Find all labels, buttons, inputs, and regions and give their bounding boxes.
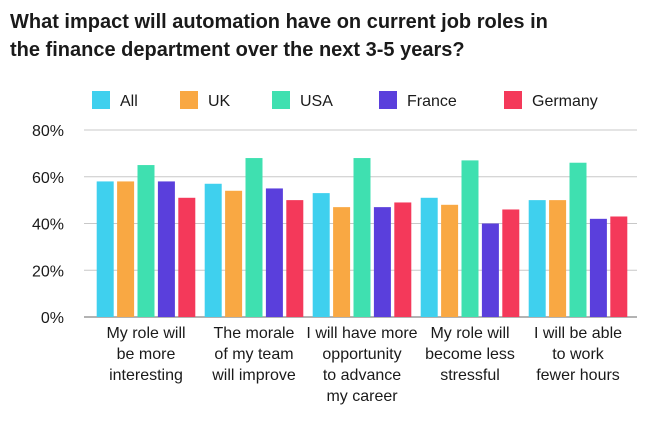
x-category-label: I will be able to work fewer hours [534,325,622,384]
x-category-label-line: of my team [214,346,293,363]
bar-all [420,197,438,317]
x-category-label-line: to work [552,346,605,363]
legend-item-all: All [92,91,138,110]
x-category-label-line: I will have more [306,325,417,342]
bar-germany [610,216,628,317]
legend-label: France [407,93,457,110]
legend-label: USA [300,93,333,110]
legend-swatch [180,91,198,109]
bar-uk [225,190,243,317]
legend-item-uk: UK [180,91,231,110]
bar-uk [117,181,135,317]
bar-france [373,207,391,317]
x-category-label-line: stressful [440,367,500,384]
legend-item-germany: Germany [504,91,598,110]
legend-label: All [120,93,138,110]
legend: All UK USA France Germany [92,91,598,110]
chart-title: What impact will automation have on curr… [10,11,548,61]
chart-title-line-1: What impact will automation have on curr… [10,11,548,33]
x-category-label-line: interesting [109,367,183,384]
bars [96,158,628,317]
legend-swatch [92,91,110,109]
legend-label: UK [208,93,231,110]
x-category-label: I will have more opportunity to advance my … [306,325,417,405]
bar-germany [178,197,196,317]
bar-germany [286,200,304,317]
bar-all [312,193,330,317]
x-category-label-line: my career [326,388,398,405]
bar-germany [502,209,520,317]
legend-label: Germany [532,93,598,110]
bar-france [481,223,499,317]
bar-france [157,181,175,317]
y-tick-label: 80% [32,123,64,140]
bar-germany [394,202,412,317]
y-tick-label: 60% [32,170,64,187]
bar-usa [569,162,587,317]
y-tick-label: 0% [41,310,64,327]
x-category-label-line: I will be able [534,325,622,342]
bar-usa [245,158,263,317]
x-category-label-line: fewer hours [536,367,620,384]
x-category-label: My role will be more interesting [106,325,185,384]
bar-uk [441,204,459,317]
bar-uk [333,207,351,317]
legend-swatch [272,91,290,109]
legend-item-france: France [379,91,457,110]
bar-france [589,218,607,317]
x-axis-categories: My role will be more interesting The morale… [106,325,622,405]
x-category-label-line: to advance [323,367,401,384]
x-category-label-line: My role will [106,325,185,342]
bar-all [528,200,546,317]
x-category-label-line: opportunity [322,346,401,363]
bar-all [96,181,114,317]
bar-usa [353,158,371,317]
legend-item-usa: USA [272,91,333,110]
bar-all [204,183,222,317]
x-category-label-line: will improve [211,367,296,384]
bar-usa [137,165,155,317]
bar-usa [461,160,479,317]
x-category-label-line: be more [117,346,176,363]
y-tick-label: 20% [32,263,64,280]
bar-uk [549,200,567,317]
x-category-label-line: become less [425,346,515,363]
chart-title-line-2: the finance department over the next 3-5… [10,39,465,61]
x-category-label: My role will become less stressful [425,325,515,384]
bar-france [265,188,283,317]
x-category-label-line: The morale [214,325,295,342]
legend-swatch [379,91,397,109]
legend-swatch [504,91,522,109]
y-axis-ticks: 0% 20% 40% 60% 80% [32,123,64,327]
x-category-label: The morale of my team will improve [211,325,296,384]
y-tick-label: 40% [32,217,64,234]
x-category-label-line: My role will [430,325,509,342]
